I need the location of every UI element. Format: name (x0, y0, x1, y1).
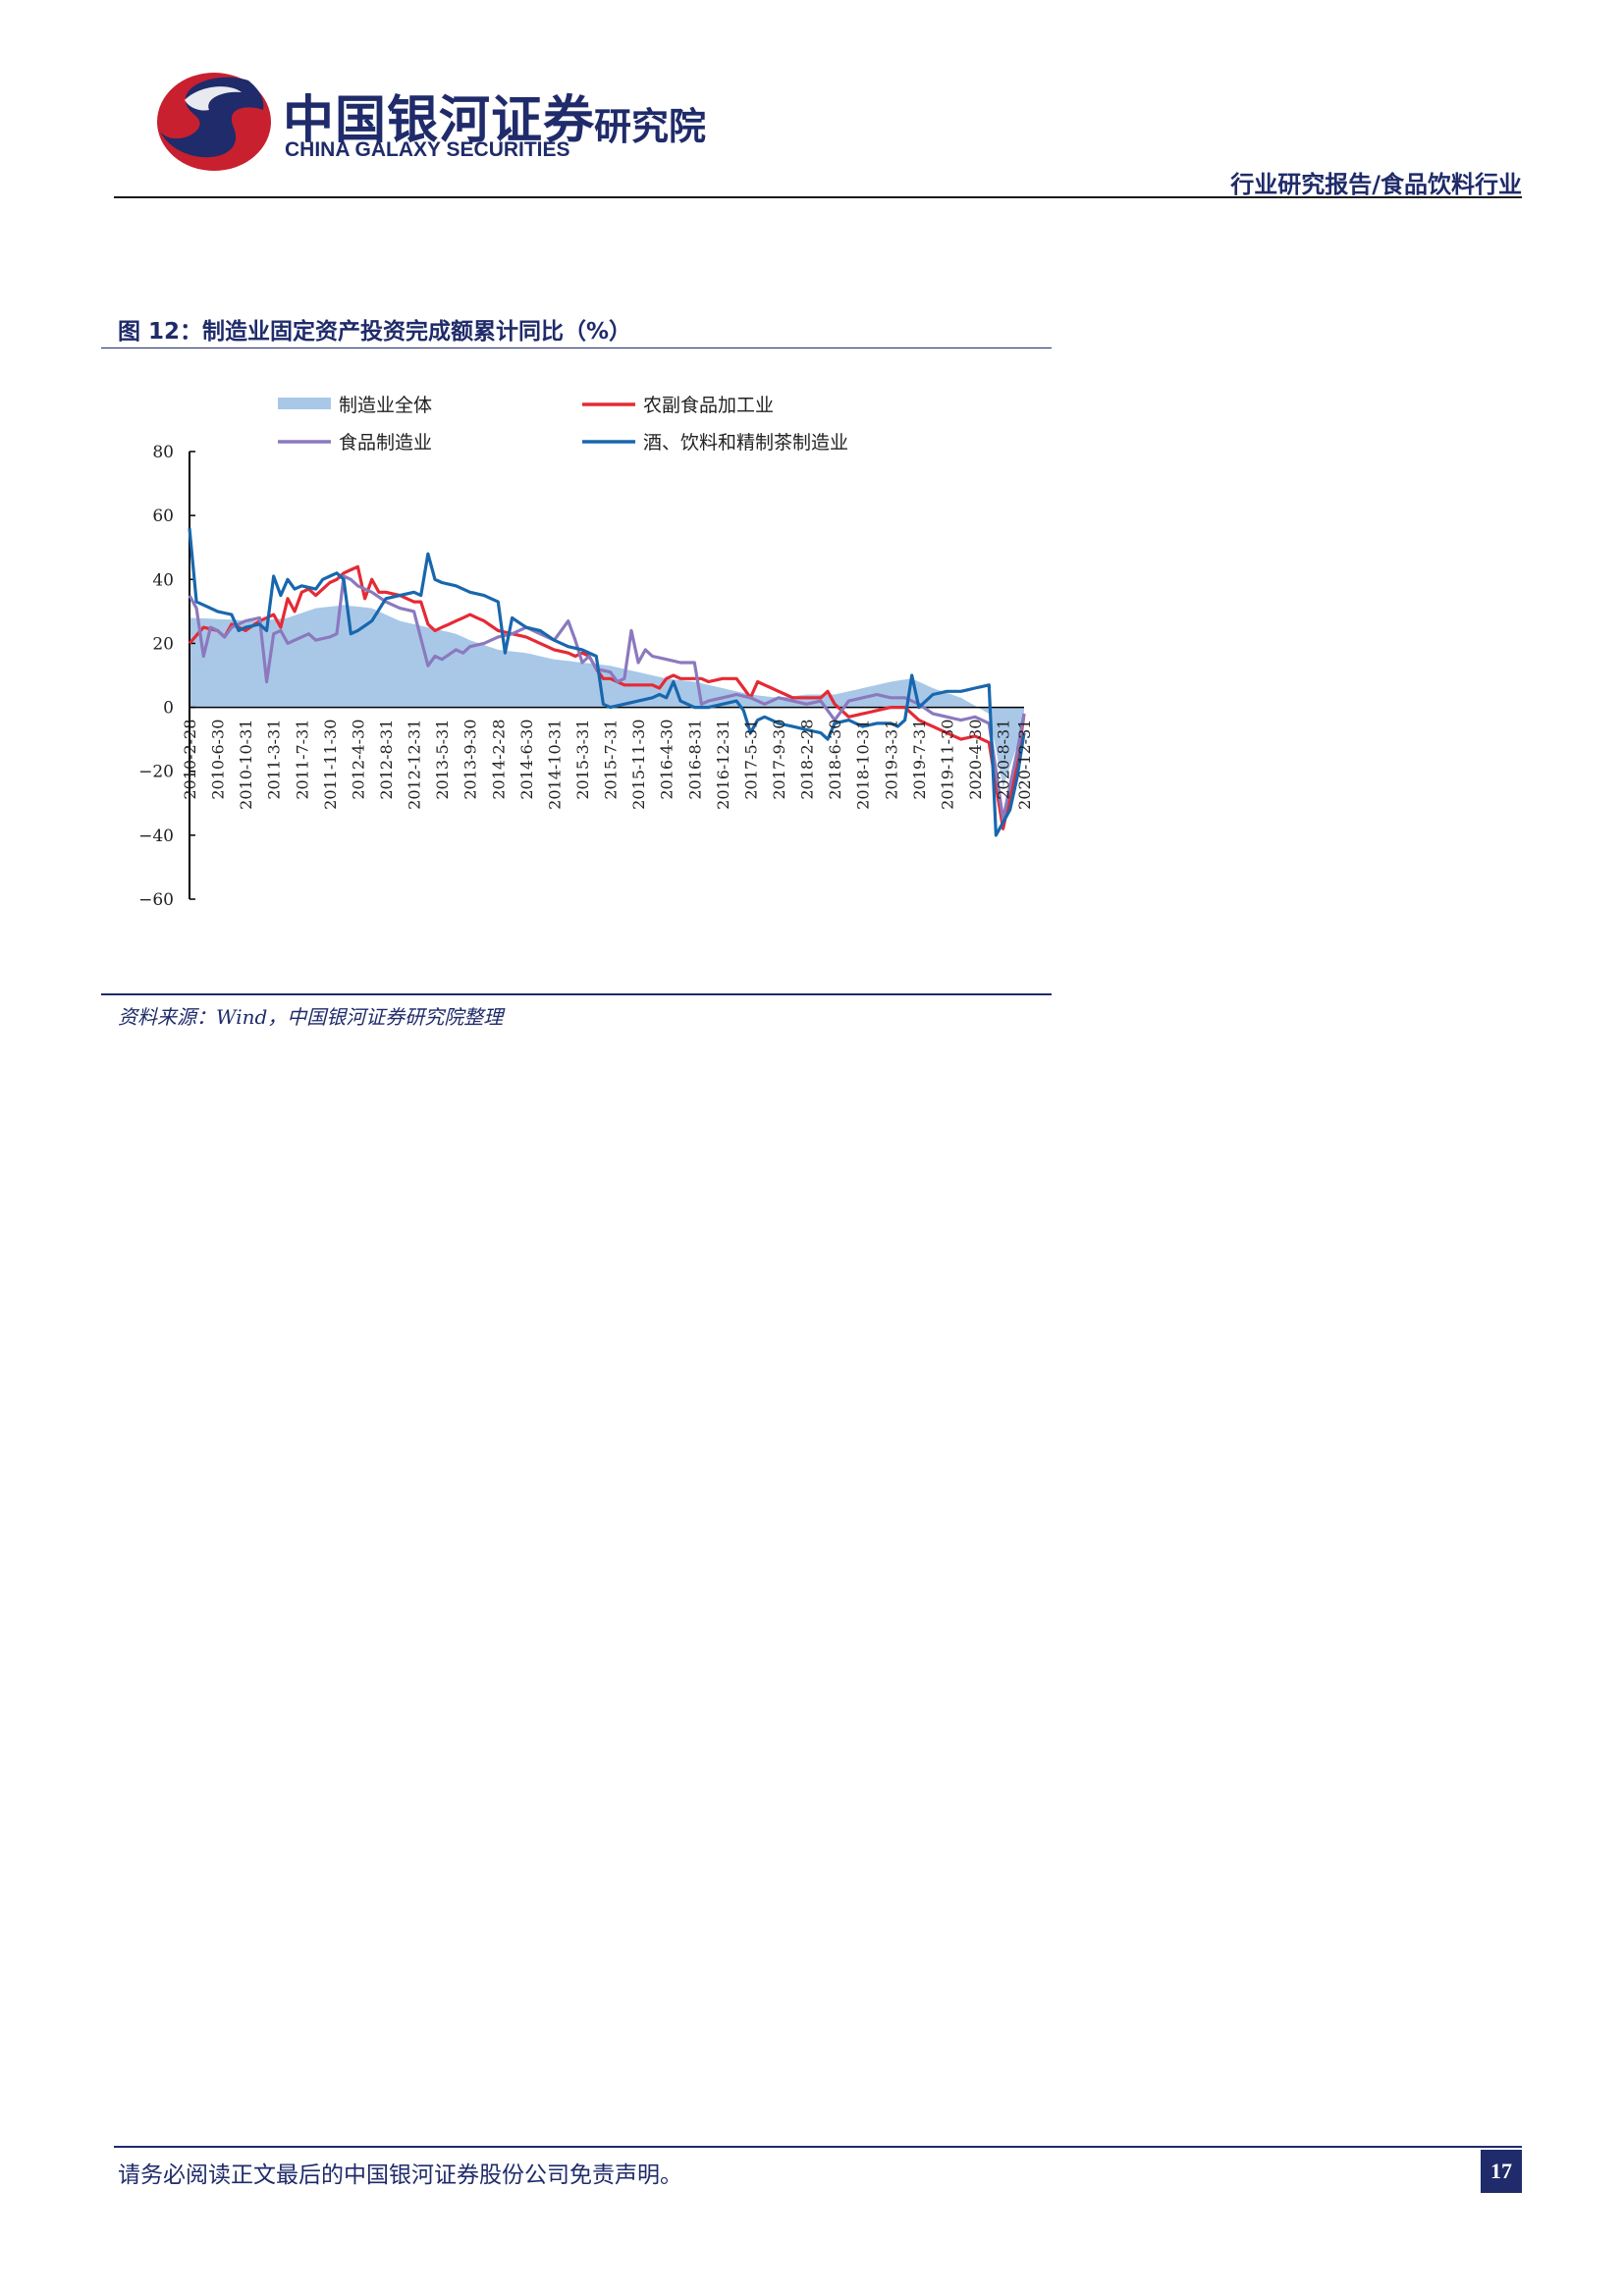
series-line-食品制造业 (188, 574, 1026, 822)
y-tick-label: 40 (152, 570, 174, 590)
x-tick-label: 2017-5-31 (741, 720, 760, 800)
x-tick-label: 2012-8-31 (377, 720, 396, 800)
x-tick-label: 2011-3-31 (265, 720, 284, 800)
x-tick-label: 2019-7-31 (910, 720, 929, 800)
x-tick-label: 2012-4-30 (349, 720, 367, 800)
x-tick-label: 2016-4-30 (658, 720, 677, 800)
y-tick-label: 0 (163, 699, 174, 719)
figure-source: 资料来源：Wind，中国银河证券研究院整理 (118, 1005, 504, 1029)
x-tick-label: 2012-12-31 (406, 720, 424, 810)
x-tick-label: 2020-8-31 (995, 720, 1013, 800)
report-type: 行业研究报告/食品饮料行业 (1230, 171, 1522, 198)
figure-caption: 图 12：制造业固定资产投资完成额累计同比（%） (118, 319, 632, 345)
x-tick-label: 2016-12-31 (714, 720, 732, 810)
line-chart: 80 60 40 20 0 −20 −40 −60 2010-2-28 2010-6-30 2010… (138, 395, 1034, 910)
x-tick-label: 2013-9-30 (461, 720, 480, 800)
legend-label: 酒、饮料和精制茶制造业 (643, 432, 848, 454)
page-number: 17 (1481, 2150, 1522, 2193)
y-tick-label: −60 (138, 890, 174, 910)
x-tick-label: 2015-11-30 (629, 720, 648, 810)
x-tick-label: 2017-9-30 (770, 720, 788, 800)
x-tick-label: 2011-7-31 (293, 720, 311, 800)
y-tick-label: 60 (152, 507, 174, 526)
y-tick-label: −40 (138, 827, 174, 846)
brand-name-en: CHINA GALAXY SECURITIES (285, 138, 570, 161)
company-logo (157, 73, 271, 171)
x-tick-label: 2016-8-31 (685, 720, 704, 800)
x-tick-label: 2010-6-30 (209, 720, 228, 800)
y-tick-label: 20 (152, 634, 174, 654)
footer-disclaimer: 请务必阅读正文最后的中国银河证券股份公司免责声明。 (118, 2163, 682, 2188)
figure-bottom-rule (101, 993, 1052, 995)
x-tick-label: 2015-7-31 (602, 720, 621, 800)
x-tick-label: 2014-10-31 (545, 720, 564, 810)
x-tick-label: 2010-2-28 (181, 720, 199, 800)
series-area-制造业全体 (189, 605, 1024, 787)
institute-label: 研究院 (594, 105, 707, 148)
legend-label: 食品制造业 (339, 432, 432, 454)
y-tick-label: −20 (138, 763, 174, 782)
x-tick-label: 2018-2-28 (798, 720, 817, 800)
x-tick-label: 2014-6-30 (517, 720, 536, 800)
x-tick-label: 2013-5-31 (433, 720, 452, 800)
x-tick-label: 2010-10-31 (237, 720, 255, 810)
figure-top-rule (101, 347, 1052, 348)
x-tick-label: 2020-4-30 (966, 720, 985, 800)
legend-label: 农副食品加工业 (643, 395, 774, 416)
x-tick-label: 2018-6-30 (826, 720, 844, 800)
y-tick-label: 80 (152, 443, 174, 462)
footer-divider (114, 2146, 1522, 2148)
header-divider (114, 196, 1522, 198)
series-line-农副食品加工业 (188, 564, 1026, 830)
x-tick-label: 2019-11-30 (938, 720, 956, 810)
x-tick-label: 2020-12-31 (1015, 720, 1034, 810)
x-tick-label: 2015-3-31 (573, 720, 592, 800)
x-tick-label: 2018-10-31 (854, 720, 873, 810)
x-tick-label: 2014-2-28 (489, 720, 508, 800)
x-tick-label: 2011-11-30 (321, 720, 340, 810)
logo-blue-swoosh (160, 77, 264, 158)
logo-highlight (185, 86, 242, 111)
legend-label: 制造业全体 (339, 395, 432, 416)
series-line-酒、饮料和精制茶制造业 (188, 528, 1026, 837)
legend-swatch (278, 398, 331, 409)
x-tick-label: 2019-3-31 (882, 720, 900, 800)
brand-name-cn: 中国银河证券 (283, 91, 596, 150)
